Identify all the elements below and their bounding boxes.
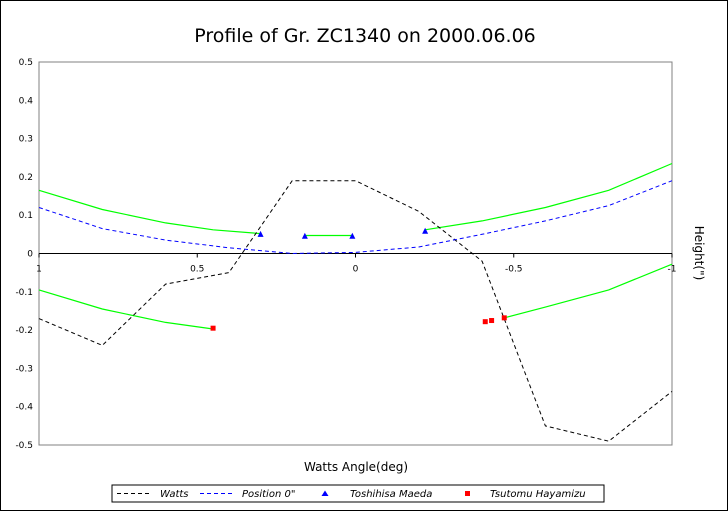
green-fit-line bbox=[425, 162, 673, 231]
legend-box bbox=[111, 484, 605, 503]
maeda-point bbox=[422, 227, 429, 234]
y-tick-label: -0.4 bbox=[15, 403, 33, 413]
y-tick-label: 0 bbox=[27, 250, 33, 260]
series-lines bbox=[38, 180, 673, 442]
y-axis-ticks: 0.5 0.4 0.3 0.2 0.1 0 -0.1 -0.2 -0.3 -0.4 -0.5 bbox=[15, 58, 33, 451]
watts-series-line bbox=[38, 180, 673, 442]
maeda-point bbox=[301, 232, 308, 239]
y-tick-label: -0.1 bbox=[15, 288, 33, 298]
x-tick-label: 0.5 bbox=[190, 265, 204, 275]
chart-title: Profile of Gr. ZC1340 on 2000.06.06 bbox=[194, 25, 536, 47]
series-markers bbox=[210, 227, 507, 331]
hayamizu-point bbox=[210, 325, 216, 331]
green-fit-line bbox=[38, 289, 214, 330]
hayamizu-point bbox=[501, 315, 507, 321]
x-tick-label: 1 bbox=[36, 265, 42, 275]
y-tick-label: -0.5 bbox=[15, 441, 33, 451]
y-tick-label: 0.3 bbox=[19, 135, 33, 145]
legend-maeda-label: Toshihisa Maeda bbox=[350, 489, 432, 500]
y-tick-label: -0.3 bbox=[15, 364, 33, 374]
x-axis-label: Watts Angle(deg) bbox=[304, 460, 408, 474]
y-tick-label: 0.1 bbox=[19, 211, 33, 221]
y-tick-label: -0.2 bbox=[15, 326, 33, 336]
y-tick-label: 0.2 bbox=[19, 173, 33, 183]
legend-position-label: Position 0" bbox=[242, 489, 295, 500]
maeda-point bbox=[349, 232, 356, 239]
legend-hayamizu-marker bbox=[465, 491, 470, 496]
hayamizu-point bbox=[489, 318, 495, 324]
x-tick-label: 0 bbox=[353, 265, 359, 275]
x-tick-label: -0.5 bbox=[505, 265, 523, 275]
x-tick-label: -1 bbox=[668, 265, 677, 275]
green-fit-line bbox=[504, 263, 673, 319]
hayamizu-point bbox=[482, 319, 488, 325]
legend-maeda-marker bbox=[321, 490, 329, 496]
green-fit-line bbox=[38, 189, 261, 235]
y-tick-label: 0.5 bbox=[19, 58, 33, 68]
y-axis-label: Height(") bbox=[692, 226, 706, 281]
legend-watts-label: Watts bbox=[160, 489, 189, 500]
green-lines bbox=[38, 162, 673, 330]
legend-hayamizu-label: Tsutomu Hayamizu bbox=[490, 489, 586, 500]
legend: Watts Position 0" Toshihisa Maeda Tsutom… bbox=[111, 484, 605, 503]
maeda-point bbox=[257, 230, 264, 237]
x-axis-ticks: 1 0.5 0 -0.5 -1 bbox=[36, 253, 677, 275]
y-tick-label: 0.4 bbox=[19, 96, 34, 106]
